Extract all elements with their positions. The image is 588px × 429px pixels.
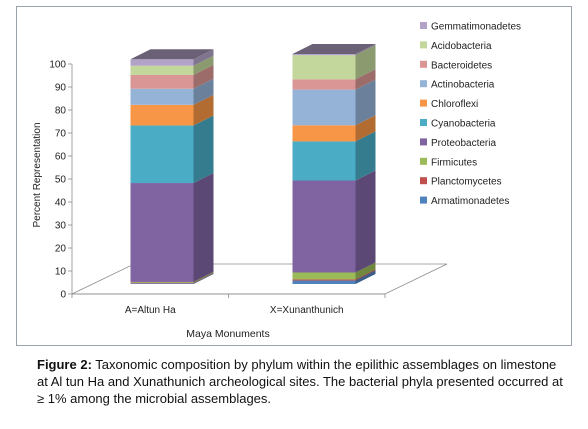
legend-label: Proteobacteria <box>431 138 496 149</box>
bar-top <box>130 49 214 60</box>
y-tick-label: 60 <box>55 152 67 163</box>
bar-segment <box>130 283 194 284</box>
bar-segment <box>292 89 356 126</box>
legend-label: Cyanobacteria <box>431 119 496 130</box>
bar-segment-side <box>355 270 376 284</box>
bar-segment-side <box>355 170 376 273</box>
bar-segment-side <box>193 173 214 282</box>
y-tick-label: 10 <box>55 267 67 278</box>
bar-segment-side <box>355 115 376 142</box>
bar-segment-side <box>355 69 376 90</box>
bar-segment <box>292 54 356 56</box>
legend-label: Planctomycetes <box>431 177 502 188</box>
legend-label: Acidobacteria <box>431 41 492 52</box>
bar-segment <box>292 279 356 281</box>
legend-label: Bacteroidetes <box>431 60 492 71</box>
bar-segment <box>130 88 194 105</box>
bar-segment-side <box>193 271 214 283</box>
y-tick-label: 20 <box>55 244 67 255</box>
bar-segment-side <box>193 115 214 184</box>
chart-floor <box>71 263 448 295</box>
caption-label: Figure 2: <box>37 357 92 372</box>
bar-segment <box>130 65 194 75</box>
legend-swatch <box>420 138 427 146</box>
bar-segment-side <box>193 55 214 75</box>
bar-segment-side <box>355 262 376 280</box>
y-tick-label: 100 <box>49 60 66 71</box>
bar-segment-side <box>355 269 376 281</box>
bar-segment <box>130 281 194 283</box>
bar-segment <box>130 104 194 126</box>
caption-text: Taxonomic composition by phylum within t… <box>37 357 563 406</box>
legend-label: Chloroflexi <box>431 99 478 110</box>
bar-top <box>292 44 376 54</box>
bar-segment <box>292 79 356 90</box>
y-tick-label: 40 <box>55 198 67 209</box>
x-tick-label: X=Xunanthunich <box>270 305 344 316</box>
x-axis-label: Maya Monuments <box>186 328 269 340</box>
stacked-bar-chart: 0 10 20 30 40 50 60 70 80 90 100 A=Altun Ha X=Xunant… <box>32 22 521 341</box>
bar-segment <box>130 282 194 284</box>
legend-swatch <box>420 196 427 204</box>
bar-segment-side <box>193 64 214 89</box>
bar-segment-side <box>193 272 214 284</box>
bar-segment <box>130 74 194 89</box>
bar-segment <box>292 55 356 80</box>
legend-label: Armatimonadetes <box>431 196 509 207</box>
bar-segment <box>292 272 356 280</box>
bar-segment <box>130 183 194 282</box>
y-tick-label: 30 <box>55 221 67 232</box>
bar-segment <box>130 125 194 184</box>
y-tick-label: 70 <box>55 129 67 140</box>
legend-swatch <box>420 119 427 126</box>
bar-segment-side <box>193 273 214 284</box>
legend-swatch <box>420 80 427 88</box>
legend-swatch <box>420 60 427 68</box>
bar-segment <box>292 180 356 273</box>
legend-swatch <box>420 177 427 185</box>
bar-segment <box>292 280 356 284</box>
y-tick-label: 80 <box>55 106 67 117</box>
y-axis-label: Percent Representation <box>32 122 43 227</box>
bar-segment-side <box>193 94 214 126</box>
bar-segment-side <box>193 78 214 105</box>
bar-segment <box>292 141 356 181</box>
y-tick-label: 90 <box>55 83 67 94</box>
bar-segment-side <box>355 79 376 126</box>
bar-segment <box>292 125 356 142</box>
legend-swatch <box>420 41 427 49</box>
legend-swatch <box>420 22 427 29</box>
legend-label: Actinobacteria <box>431 80 495 91</box>
y-tick-label: 50 <box>55 175 67 186</box>
bar-segment-side <box>355 45 376 80</box>
bar-segment-side <box>355 44 376 56</box>
bar-segment <box>130 59 194 66</box>
bar-segment-side <box>355 131 376 181</box>
legend-swatch <box>420 157 427 165</box>
legend-label: Firmicutes <box>431 157 477 168</box>
bar-segment-side <box>193 49 214 66</box>
y-tick-label: 0 <box>60 290 66 301</box>
legend-swatch <box>420 99 427 107</box>
figure-caption: Figure 2: Taxonomic composition by phylu… <box>37 356 567 407</box>
legend-label: Gemmatimonadetes <box>431 22 521 33</box>
x-tick-label: A=Altun Ha <box>125 305 176 316</box>
